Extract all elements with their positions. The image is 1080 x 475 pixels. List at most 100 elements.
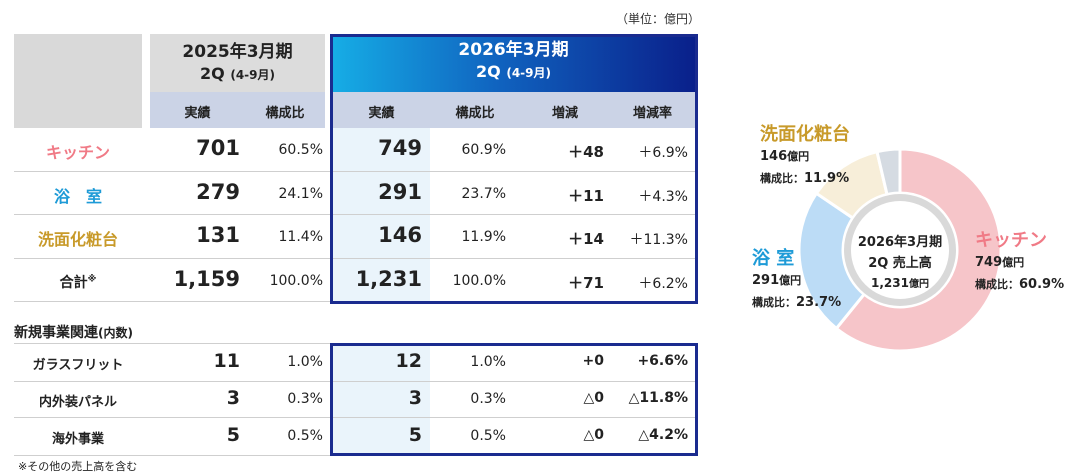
- kitchen-ratio-label: 構成比：: [975, 278, 1019, 291]
- nb-row-glass-change: +0: [582, 353, 604, 369]
- nb-row-glass-prev-actual: 11: [213, 350, 240, 372]
- col-prev-actual: 実績: [184, 106, 211, 121]
- footnote: ※その他の売上高を含む: [18, 460, 138, 473]
- row-divider: [14, 381, 697, 382]
- sales-donut-chart: [797, 147, 1003, 353]
- new-business-current-frame: [330, 343, 698, 456]
- label-vanity-value: 146億円: [760, 148, 809, 164]
- label-bath-ratio: 構成比：23.7%: [752, 294, 841, 310]
- header-prev-period: 2Q (4-9月): [150, 64, 325, 83]
- subheader-cur: [330, 92, 697, 128]
- nb-row-panel-prev-actual: 3: [226, 387, 240, 409]
- total-name: 合計: [59, 275, 88, 291]
- col-prev-ratio: 構成比: [265, 106, 305, 121]
- label-kitchen-value: 749億円: [975, 254, 1024, 270]
- label-kitchen-name: キッチン: [975, 230, 1047, 251]
- nb-row-panel-rate: △11.8%: [628, 390, 688, 406]
- nb-row-glass-prev-ratio: 1.0%: [287, 354, 323, 370]
- row-kitchen-cur-ratio: 60.9%: [461, 142, 506, 158]
- nb-row-overseas-prev-actual: 5: [226, 424, 240, 446]
- row-divider: [14, 214, 697, 215]
- label-bath-name: 浴 室: [752, 248, 795, 269]
- nb-row-overseas-cur-actual: 5: [408, 424, 422, 446]
- nb-row-panel-prev-ratio: 0.3%: [287, 391, 323, 407]
- row-kitchen-label: キッチン: [45, 143, 110, 162]
- nb-row-overseas-label: 海外事業: [51, 432, 104, 447]
- row-bath-label: 浴 室: [53, 187, 102, 206]
- label-vanity-name: 洗面化粧台: [760, 124, 850, 145]
- header-prev-year: 2025年3月期: [182, 42, 293, 62]
- row-divider: [14, 258, 697, 259]
- header-cur-year-cell: [330, 34, 697, 92]
- vanity-value: 146: [760, 149, 788, 164]
- center-unit: 億円: [908, 279, 929, 290]
- cur-months: (4-9月): [506, 66, 551, 80]
- row-kitchen-change: ＋48: [568, 143, 604, 161]
- row-total-cur-ratio: 100.0%: [452, 273, 506, 289]
- row-kitchen-rate: ＋6.9%: [638, 145, 688, 161]
- bath-ratio-label: 構成比：: [752, 296, 796, 309]
- row-bath-rate: ＋4.3%: [638, 189, 688, 205]
- row-total-prev-ratio: 100.0%: [269, 273, 323, 289]
- label-kitchen-ratio: 構成比：60.9%: [975, 276, 1064, 292]
- donut-hole: [851, 201, 949, 299]
- col-change: 増減: [551, 106, 578, 121]
- nb-row-overseas-prev-ratio: 0.5%: [287, 428, 323, 444]
- row-vanity-prev-actual: 131: [196, 223, 240, 247]
- slice-other: [875, 147, 902, 197]
- row-vanity-prev-ratio: 11.4%: [278, 229, 323, 245]
- kitchen-unit: 億円: [1002, 256, 1025, 269]
- nb-title-note: (内数): [98, 326, 133, 340]
- prev-months: (4-9月): [230, 68, 275, 82]
- row-bath-prev-ratio: 24.1%: [278, 186, 323, 202]
- row-kitchen-prev-actual: 701: [196, 136, 240, 160]
- row-total-prev-actual: 1,159: [173, 267, 240, 291]
- row-divider: [14, 301, 330, 302]
- nb-row-glass-cur-actual: 12: [395, 350, 422, 372]
- col-cur-actual: 実績: [368, 106, 395, 121]
- nb-row-overseas-rate: △4.2%: [638, 427, 688, 443]
- unit-label: （単位：億円）: [615, 12, 700, 26]
- nb-current-actual-shade: [333, 346, 430, 453]
- header-blank-cell: [14, 34, 142, 128]
- nb-row-overseas-cur-ratio: 0.5%: [470, 428, 506, 444]
- row-bath-prev-actual: 279: [196, 180, 240, 204]
- nb-row-glass-label: ガラスフリット: [32, 358, 124, 373]
- vanity-ratio-label: 構成比：: [760, 172, 804, 185]
- nb-row-overseas-change: △0: [583, 427, 604, 443]
- nb-row-panel-cur-actual: 3: [408, 387, 422, 409]
- nb-row-panel-change: △0: [583, 390, 604, 406]
- bath-ratio: 23.7%: [796, 295, 842, 310]
- donut-center-line1: 2026年3月期: [857, 235, 943, 250]
- row-total-cur-actual: 1,231: [355, 267, 422, 291]
- total-note-mark: ※: [87, 274, 97, 285]
- kitchen-ratio: 60.9%: [1019, 277, 1065, 292]
- row-kitchen-prev-ratio: 60.5%: [278, 142, 323, 158]
- header-cur-year: 2026年3月期: [458, 40, 569, 60]
- nb-row-panel-label: 内外装パネル: [38, 395, 117, 410]
- vanity-unit: 億円: [787, 150, 810, 163]
- label-vanity-ratio: 構成比：11.9%: [760, 170, 849, 186]
- row-vanity-cur-actual: 146: [378, 223, 422, 247]
- cur-period: 2Q: [476, 62, 501, 81]
- nb-row-panel-cur-ratio: 0.3%: [470, 391, 506, 407]
- row-vanity-change: ＋14: [568, 230, 604, 248]
- row-bath-change: ＋11: [568, 187, 604, 205]
- row-kitchen-cur-actual: 749: [378, 136, 422, 160]
- row-total-change: ＋71: [568, 274, 604, 292]
- row-divider: [14, 417, 697, 418]
- nb-row-glass-rate: +6.6%: [637, 353, 688, 369]
- row-bath-cur-ratio: 23.7%: [461, 186, 506, 202]
- label-bath-value: 291億円: [752, 272, 801, 288]
- new-business-title: 新規事業関連(内数): [14, 322, 133, 342]
- row-total-label: 合計※: [14, 272, 142, 292]
- slice-kitchen: [834, 147, 1003, 353]
- kitchen-value: 749: [975, 255, 1003, 270]
- bath-unit: 億円: [779, 274, 802, 287]
- subheader-prev: [150, 92, 325, 128]
- vanity-ratio: 11.9%: [804, 171, 850, 186]
- col-change-rate: 増減率: [632, 106, 672, 121]
- bath-value: 291: [752, 273, 780, 288]
- current-period-frame: [330, 34, 698, 304]
- header-cur-period: 2Q (4-9月): [330, 62, 697, 81]
